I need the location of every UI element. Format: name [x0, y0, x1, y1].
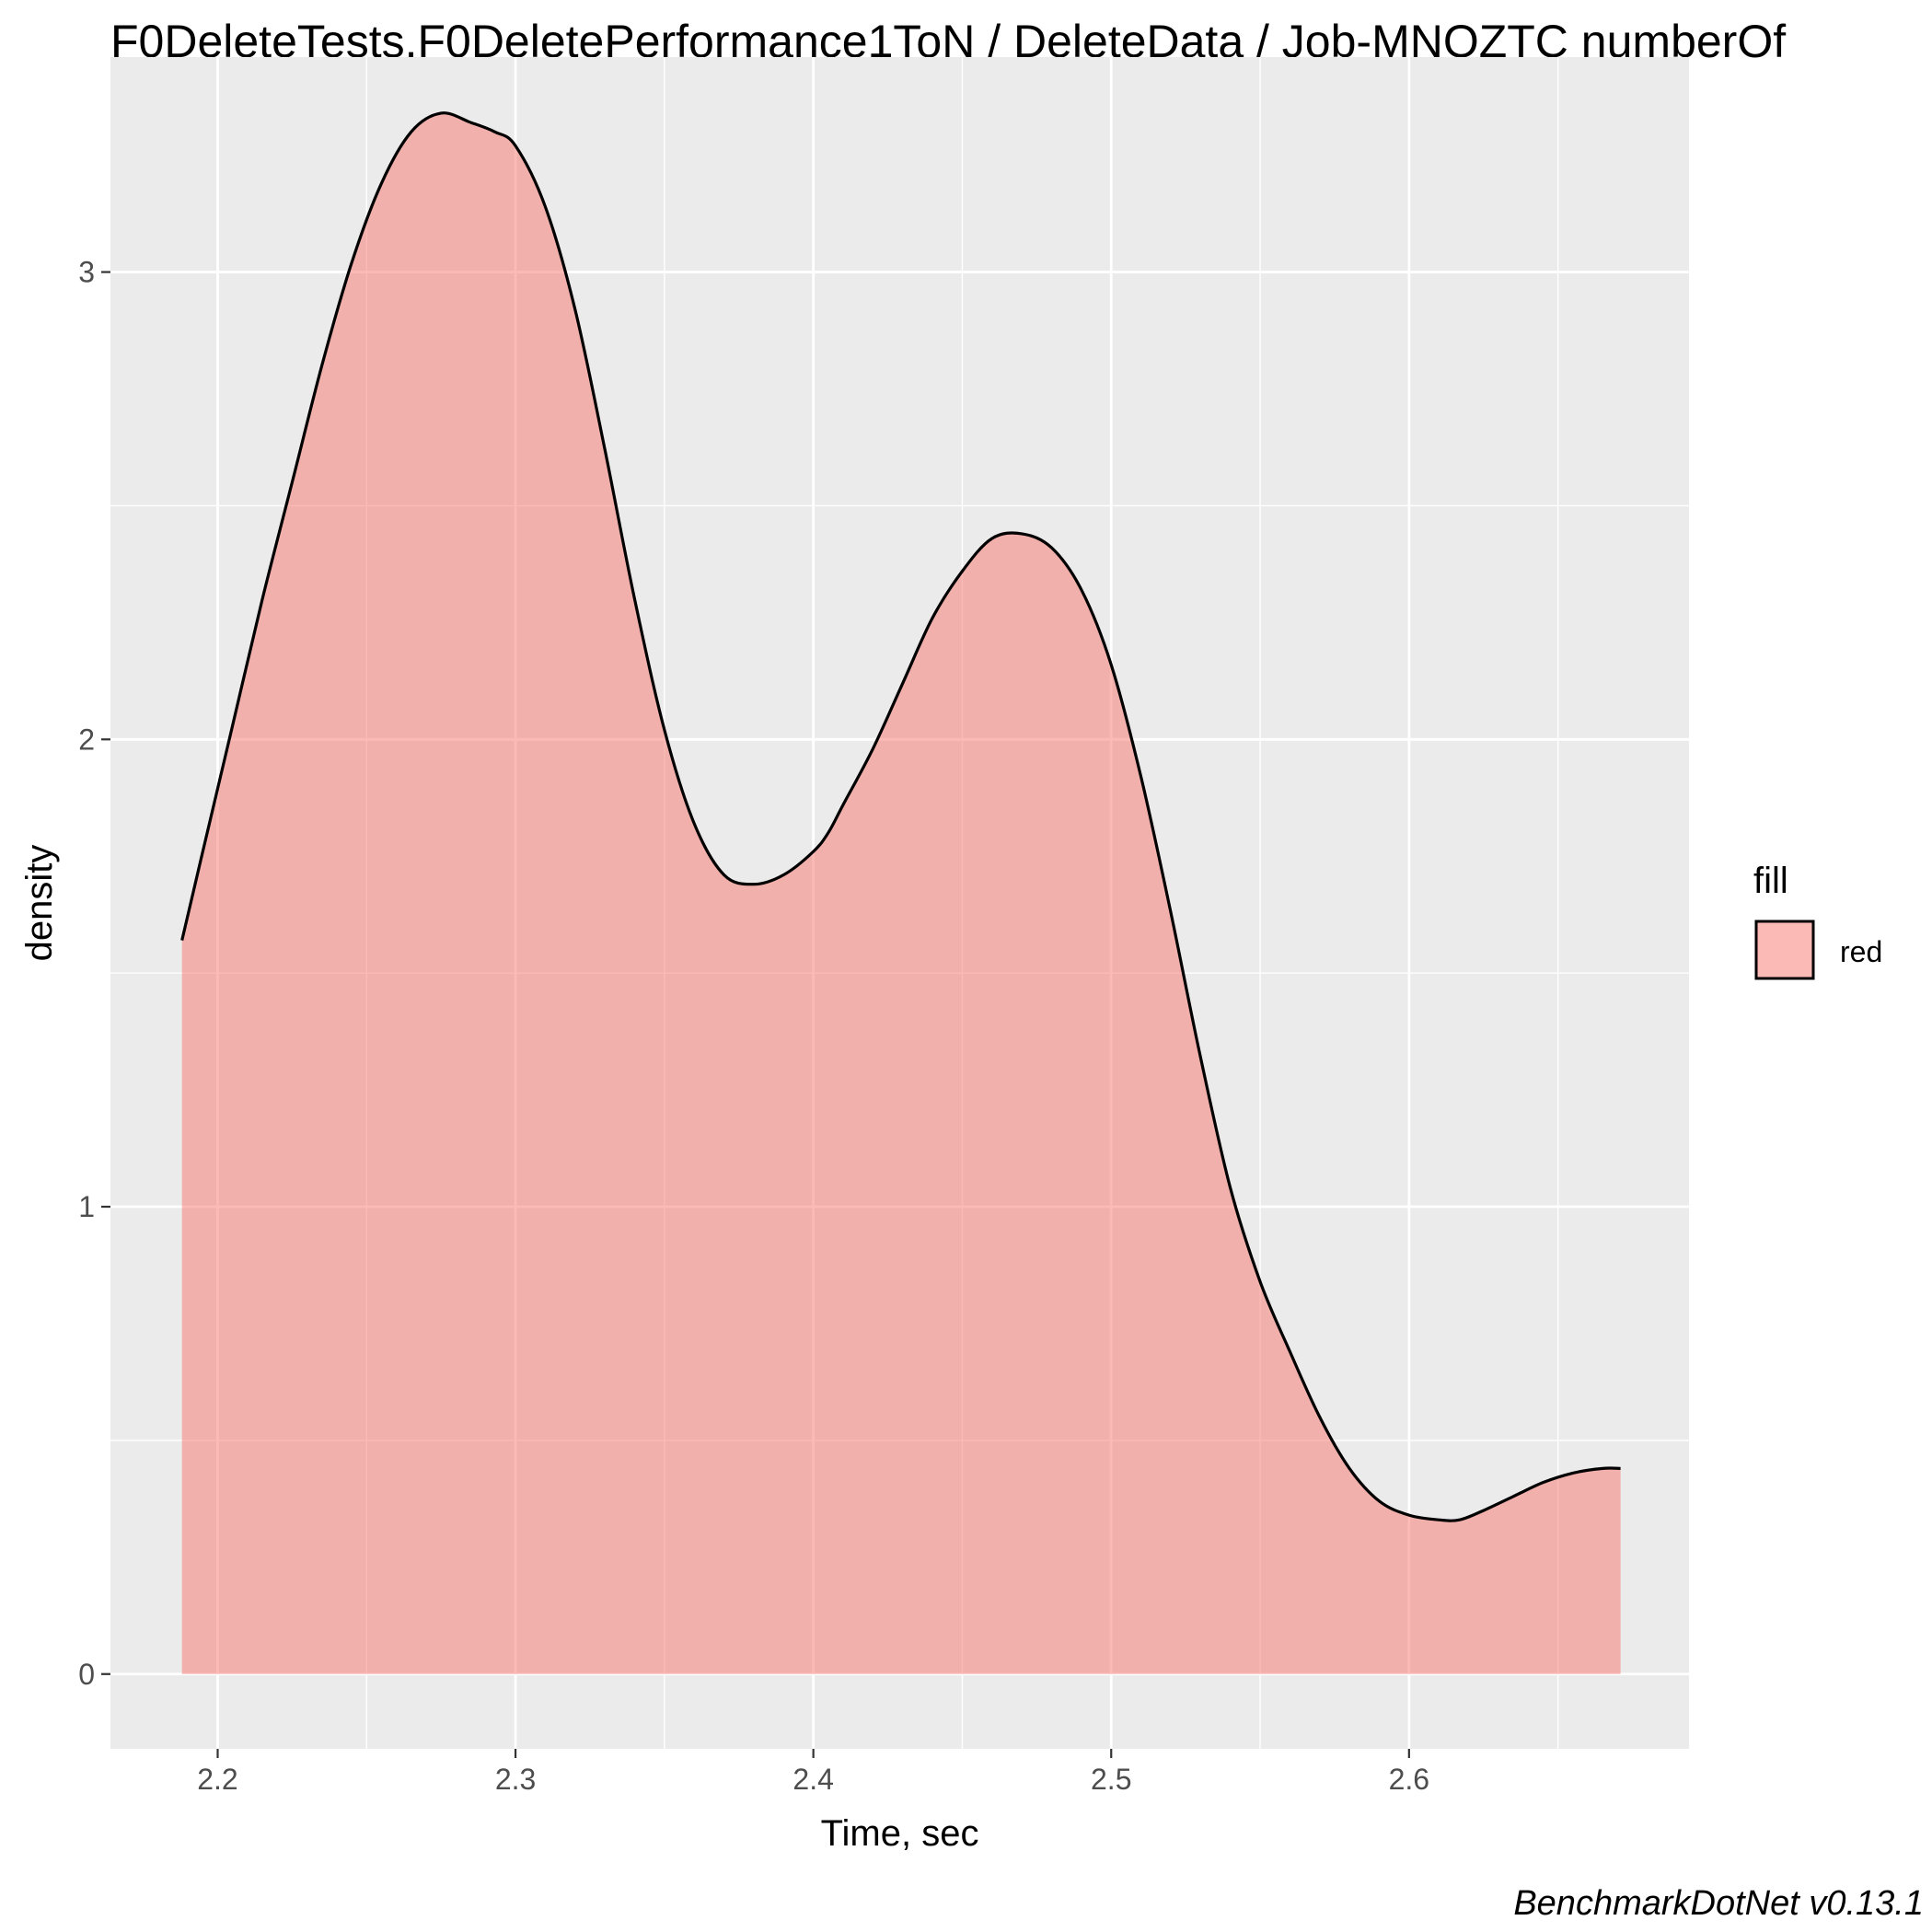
- density-line: [180, 111, 1621, 1522]
- legend-label-red: red: [1840, 935, 1882, 968]
- y-axis-title: density: [19, 845, 60, 962]
- x-tick-label: 2.3: [495, 1763, 536, 1796]
- y-tick-label: 3: [78, 256, 95, 289]
- y-tick-label: 1: [78, 1190, 95, 1223]
- x-tick-label: 2.4: [792, 1763, 833, 1796]
- x-tick-label: 2.5: [1091, 1763, 1131, 1796]
- legend-title: fill: [1753, 861, 1788, 901]
- x-axis-title: Time, sec: [821, 1813, 979, 1854]
- y-tick-label: 0: [78, 1658, 95, 1691]
- legend-key-red: [1754, 920, 1815, 980]
- caption: BenchmarkDotNet v0.13.1: [1513, 1884, 1924, 1923]
- x-tick-label: 2.2: [197, 1763, 237, 1796]
- y-tick-label: 2: [78, 723, 95, 756]
- x-tick-label: 2.6: [1389, 1763, 1429, 1796]
